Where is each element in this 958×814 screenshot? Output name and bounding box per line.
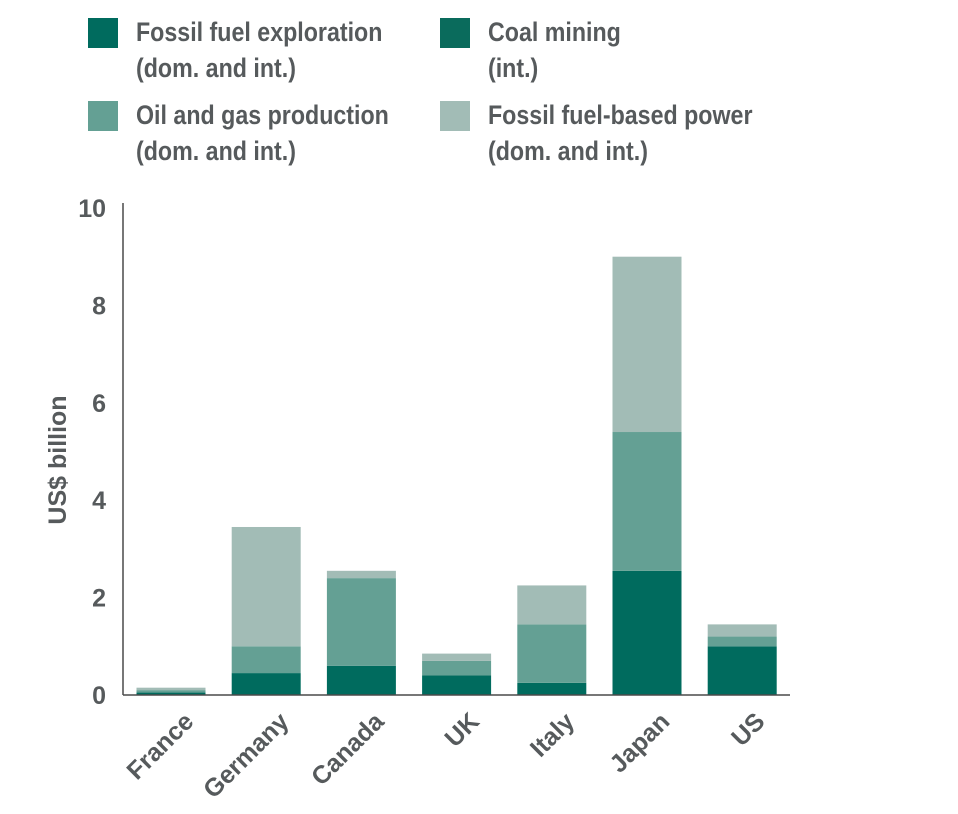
bar-segment-canada-3 (326, 570, 396, 579)
bar-segment-uk-3 (422, 653, 492, 661)
y-tick-label: 0 (92, 682, 106, 710)
bar-segment-us-3 (707, 624, 777, 637)
bar-segment-uk-2 (422, 660, 492, 676)
legend-label-fossil-fuel-exploration: Fossil fuel exploration (dom. and int.) (136, 17, 383, 83)
legend-label-oil-and-gas-production: Oil and gas production (dom. and int.) (136, 100, 389, 166)
bar-segment-uk-0 (422, 675, 492, 695)
bar-segment-germany-2 (231, 646, 301, 674)
y-tick-label: 4 (92, 487, 106, 515)
bar-segment-canada-0 (326, 665, 396, 695)
bar-segment-germany-3 (231, 526, 301, 647)
bar-segment-italy-0 (517, 682, 587, 695)
bar-segment-us-0 (707, 646, 777, 695)
bar-segment-italy-3 (517, 585, 587, 625)
legend-swatch-fossil-fuel-exploration (88, 18, 118, 48)
bar-segment-italy-2 (517, 624, 587, 683)
bar-segment-japan-2 (612, 432, 682, 571)
legend-swatch-fossil-fuel-based-power (440, 101, 470, 131)
y-tick-label: 6 (92, 390, 106, 418)
x-tick-label-canada: Canada (306, 707, 390, 791)
y-tick-label: 2 (92, 585, 106, 613)
y-tick-label: 10 (78, 195, 106, 223)
legend-swatch-coal-mining (440, 18, 470, 48)
bar-segment-france-3 (136, 687, 206, 691)
bar-segment-japan-0 (612, 570, 682, 695)
legend-label-fossil-fuel-based-power: Fossil fuel-based power (dom. and int.) (488, 100, 753, 166)
bar-segment-germany-0 (231, 673, 301, 695)
x-tick-label-us: US (726, 707, 770, 751)
bar-segment-france-2 (136, 690, 206, 693)
bar-segment-us-2 (707, 636, 777, 647)
bar-segment-japan-3 (612, 256, 682, 433)
x-tick-label-germany: Germany (198, 707, 295, 804)
legend-swatch-oil-and-gas-production (88, 101, 118, 131)
y-axis-title: US$ billion (44, 395, 72, 524)
bar-segment-france-0 (136, 692, 206, 695)
x-tick-label-italy: Italy (525, 707, 580, 762)
y-tick-label: 8 (92, 292, 106, 320)
x-tick-label-japan: Japan (604, 707, 675, 778)
x-tick-label-france: France (121, 707, 199, 785)
bar-segment-canada-2 (326, 578, 396, 666)
legend-label-coal-mining: Coal mining (int.) (488, 17, 621, 83)
x-tick-label-uk: UK (440, 707, 485, 752)
chart-legend: Fossil fuel exploration (dom. and int.) … (0, 0, 958, 180)
